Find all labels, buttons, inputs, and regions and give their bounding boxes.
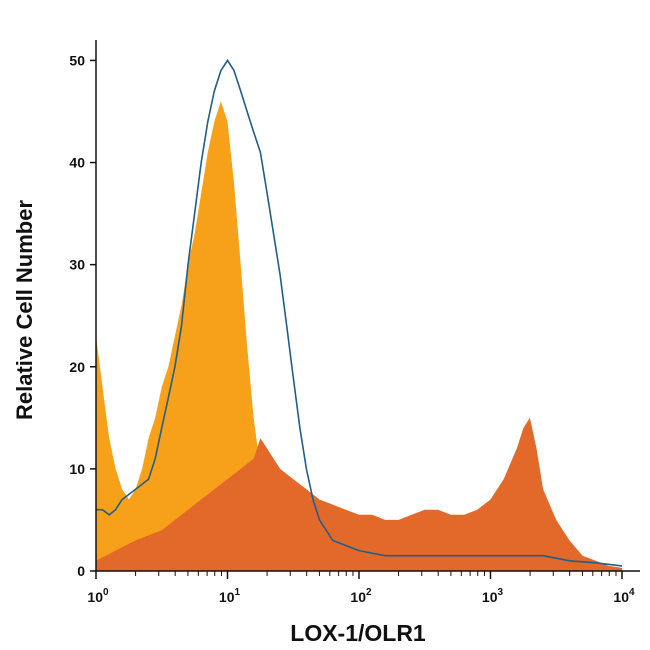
series-layer <box>96 58 623 572</box>
y-axis-title: Relative Cell Number <box>12 200 37 421</box>
x-axis-title: LOX-1/OLR1 <box>290 620 426 646</box>
y-tick-label-0: 0 <box>77 563 85 579</box>
series-1-area <box>96 417 622 571</box>
series-0-area <box>96 101 359 572</box>
ticks-layer: 0 10 20 30 40 50 100 101 102 103 104 <box>69 52 635 605</box>
y-tick-label-4: 40 <box>69 155 85 171</box>
axes-layer <box>95 40 640 572</box>
y-tick-label-1: 10 <box>69 461 85 477</box>
y-tick-label-2: 20 <box>69 359 85 375</box>
x-tick-label-1: 101 <box>219 587 241 605</box>
x-tick-label-4: 104 <box>613 587 635 605</box>
x-tick-label-0: 100 <box>87 587 109 605</box>
x-tick-label-3: 103 <box>482 587 504 605</box>
series-2-line <box>96 58 623 567</box>
y-tick-label-5: 50 <box>69 52 85 68</box>
y-tick-label-3: 30 <box>69 257 85 273</box>
x-tick-label-2: 102 <box>350 587 372 605</box>
